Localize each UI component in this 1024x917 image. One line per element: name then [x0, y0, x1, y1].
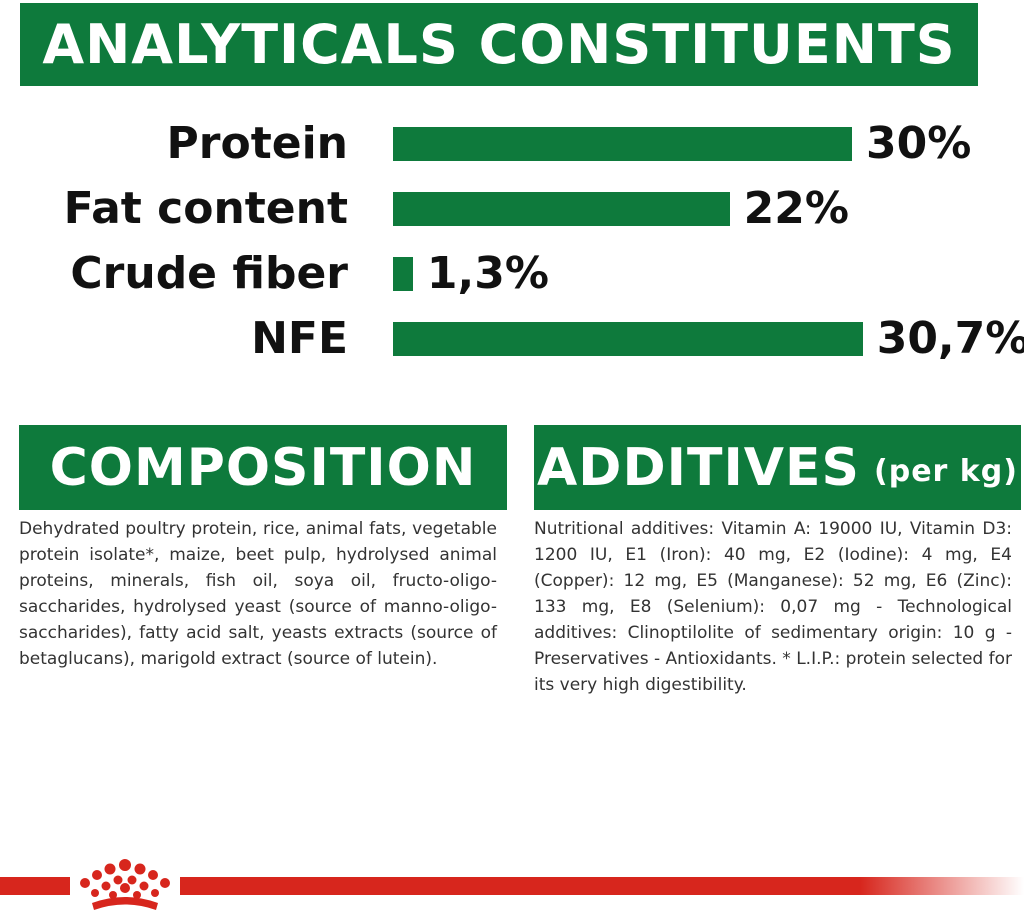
nutrient-value: 30%: [866, 118, 972, 169]
additives-title: ADDITIVES: [537, 437, 861, 498]
nutrient-label: Crude fiber: [70, 248, 348, 299]
composition-text: Dehydrated poultry protein, rice, animal…: [19, 519, 497, 669]
composition-title: COMPOSITION: [49, 437, 477, 498]
nutrient-bar: [393, 322, 863, 356]
nutrient-label: NFE: [251, 313, 348, 364]
crown-icon: [70, 855, 180, 913]
nutrient-bar: [393, 127, 852, 161]
nutrient-value: 22%: [743, 183, 849, 234]
additives-text: Nutritional additives: Vitamin A: 19000 …: [534, 519, 1012, 695]
nutrient-label: Fat content: [63, 183, 348, 234]
analytical-constituents-header: ANALYTICALS CONSTITUENTS: [20, 3, 978, 86]
nutrient-bar: [393, 192, 730, 226]
nutrient-label: Protein: [166, 118, 348, 169]
footer-red-line: [0, 877, 1024, 895]
nutrient-bar: [393, 257, 413, 291]
composition-header: COMPOSITION: [19, 425, 507, 510]
nutrient-value: 30,7%: [876, 313, 1024, 364]
header-title: ANALYTICALS CONSTITUENTS: [42, 13, 956, 76]
additives-header: ADDITIVES (per kg): [534, 425, 1021, 510]
nutrient-value: 1,3%: [426, 248, 549, 299]
additives-subtitle: (per kg): [874, 454, 1018, 489]
